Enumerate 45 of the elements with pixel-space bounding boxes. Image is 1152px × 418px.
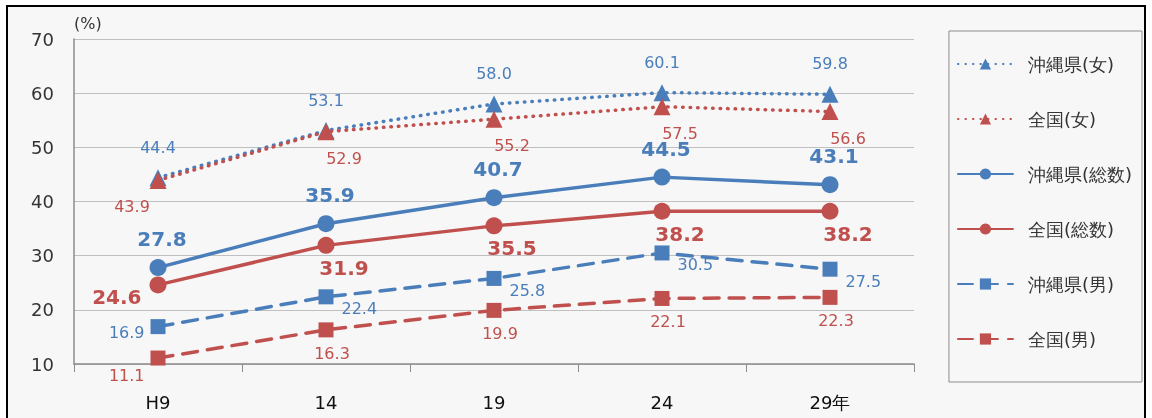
data-label: 30.5 — [677, 255, 714, 275]
y-tick-label: 10 — [31, 353, 54, 375]
legend-label: 全国(女) — [1027, 108, 1096, 130]
x-tick-label: 29年 — [809, 391, 851, 413]
data-label: 38.2 — [655, 221, 705, 246]
legend-label: 全国(総数) — [1027, 218, 1114, 240]
data-label: 16.9 — [108, 323, 145, 343]
legend-label: 沖縄県(総数) — [1027, 163, 1132, 185]
data-label: 55.2 — [494, 136, 530, 156]
data-label: 22.1 — [650, 312, 686, 332]
x-tick-label: 19 — [482, 391, 506, 413]
y-tick-label: 40 — [31, 191, 54, 212]
data-label: 31.9 — [319, 255, 369, 280]
x-tick-label: H9 — [145, 391, 171, 413]
data-label: 24.6 — [92, 284, 142, 309]
data-label: 43.9 — [114, 197, 150, 217]
x-tick-label: 24 — [650, 391, 674, 413]
data-label: 53.1 — [308, 90, 344, 110]
data-label: 27.5 — [845, 271, 882, 291]
data-label: 52.9 — [326, 148, 362, 168]
data-label: 58.0 — [476, 64, 512, 83]
data-label: 44.4 — [140, 137, 176, 157]
data-label: 22.3 — [818, 311, 854, 331]
data-label: 25.8 — [509, 280, 546, 300]
y-tick-label: 50 — [31, 136, 54, 158]
y-tick-label: 70 — [31, 28, 54, 50]
y-axis-title: (%) — [74, 13, 102, 33]
y-tick-label: 30 — [31, 245, 54, 267]
y-tick-label: 60 — [31, 82, 54, 104]
legend-label: 沖縄県(女) — [1027, 53, 1114, 75]
data-label: 35.9 — [305, 183, 355, 208]
legend-label: 沖縄県(男) — [1027, 273, 1114, 295]
data-label: 11.1 — [108, 365, 145, 385]
data-label: 19.9 — [482, 324, 518, 344]
x-tick-label: 14 — [314, 391, 338, 413]
data-label: 59.8 — [812, 54, 848, 74]
data-label: 60.1 — [644, 52, 680, 72]
data-label: 22.4 — [341, 299, 378, 319]
legend-label: 全国(男) — [1027, 328, 1096, 350]
data-label: 16.3 — [314, 343, 350, 363]
data-label: 38.2 — [823, 221, 873, 246]
data-label: 27.8 — [137, 227, 187, 252]
data-label: 35.5 — [487, 236, 537, 261]
data-label: 40.7 — [473, 157, 523, 182]
y-tick-label: 20 — [31, 299, 54, 321]
